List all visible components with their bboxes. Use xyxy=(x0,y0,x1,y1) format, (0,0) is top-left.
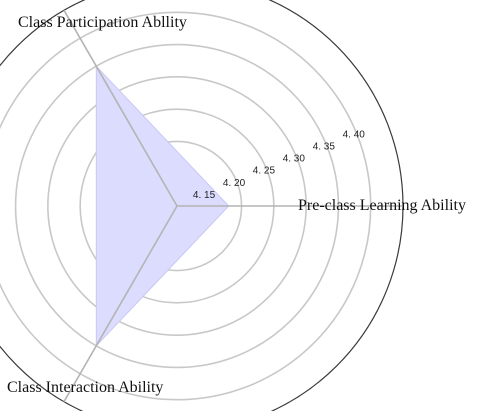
radar-axis-labels: Pre-class Learning Ability Class Particip… xyxy=(7,14,466,396)
radar-axis-1 xyxy=(63,9,178,207)
axis-label: Class Interaction Ability xyxy=(7,379,163,396)
radar-axis-2 xyxy=(63,205,178,403)
tick-label: 4. 20 xyxy=(223,178,246,189)
tick-label: 4. 40 xyxy=(343,129,366,140)
tick-label: 4. 25 xyxy=(253,166,276,177)
tick-label: 4. 15 xyxy=(193,190,216,201)
radar-axes xyxy=(63,9,403,403)
axis-label: Pre-class Learning Ability xyxy=(298,197,466,214)
axis-label: Class Participation Abllity xyxy=(18,14,187,31)
tick-label: 4. 35 xyxy=(313,142,336,153)
radar-tick-labels: 4. 15 4. 20 4. 25 4. 30 4. 35 4. 40 xyxy=(193,129,365,201)
radar-series xyxy=(95,64,230,348)
tick-label: 4. 30 xyxy=(283,154,306,165)
radar-series-area-0 xyxy=(95,64,230,348)
